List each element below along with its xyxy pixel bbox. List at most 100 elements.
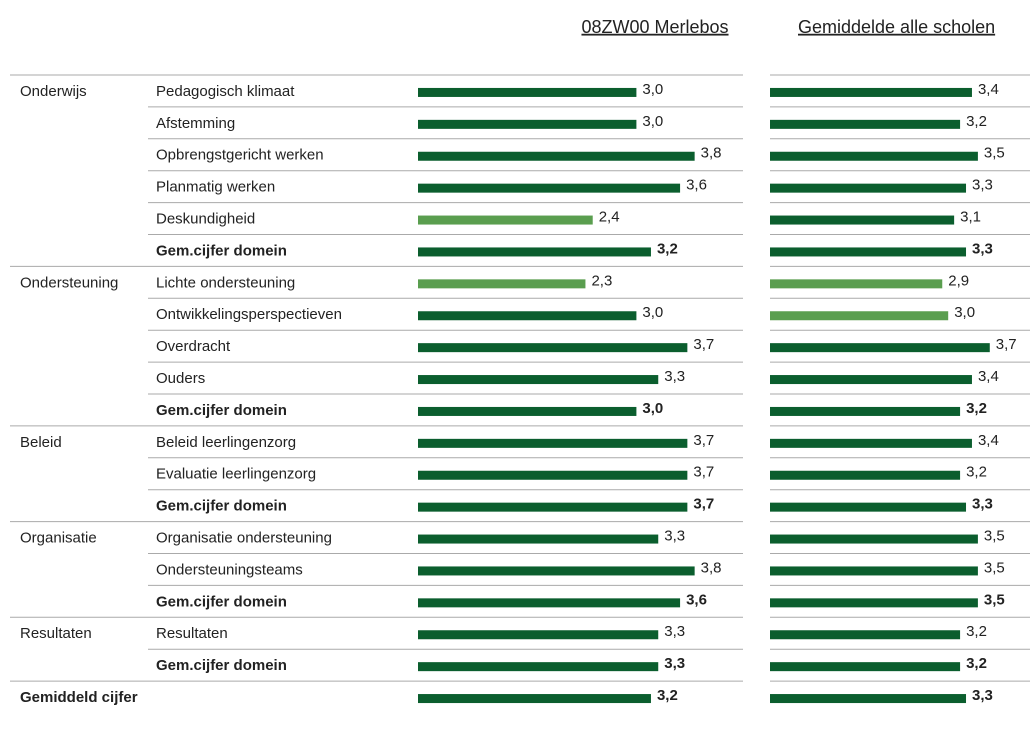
value-label: 3,5 bbox=[984, 145, 1005, 162]
value-label: 3,5 bbox=[984, 528, 1005, 545]
bar bbox=[418, 247, 651, 257]
bar bbox=[770, 151, 978, 161]
value-label: 3,3 bbox=[664, 528, 685, 545]
value-label: 3,2 bbox=[966, 113, 987, 130]
value-label: 3,2 bbox=[966, 623, 987, 640]
bar bbox=[770, 694, 967, 704]
category-label: Resultaten bbox=[156, 625, 228, 642]
bar bbox=[770, 598, 978, 608]
value-label: 3,2 bbox=[966, 400, 987, 417]
domain-label: Ondersteuning bbox=[20, 274, 118, 291]
category-label: Gem.cijfer domein bbox=[156, 593, 287, 610]
bar bbox=[418, 598, 681, 608]
bar bbox=[770, 375, 972, 385]
value-label: 3,2 bbox=[657, 687, 678, 704]
category-label: Deskundigheid bbox=[156, 211, 255, 228]
category-label: Afstemming bbox=[156, 115, 235, 132]
category-label: Gem.cijfer domein bbox=[156, 242, 287, 259]
value-label: 2,4 bbox=[599, 209, 620, 226]
bar bbox=[770, 279, 943, 289]
bar bbox=[770, 343, 990, 353]
value-label: 3,4 bbox=[978, 368, 999, 385]
bar bbox=[770, 247, 967, 257]
value-label: 3,7 bbox=[693, 432, 714, 449]
domain-label: Onderwijs bbox=[20, 83, 87, 100]
bar bbox=[770, 183, 967, 193]
bar bbox=[418, 630, 659, 640]
value-label: 3,6 bbox=[686, 177, 707, 194]
bar bbox=[418, 311, 637, 321]
bar bbox=[418, 215, 593, 225]
bar bbox=[770, 470, 961, 480]
bar bbox=[418, 662, 659, 672]
category-label: Planmatig werken bbox=[156, 179, 275, 196]
category-label: Opbrengstgericht werken bbox=[156, 147, 324, 164]
value-label: 3,4 bbox=[978, 81, 999, 98]
value-label: 3,0 bbox=[642, 400, 663, 417]
category-label: Gem.cijfer domein bbox=[156, 498, 287, 515]
category-label: Lichte ondersteuning bbox=[156, 274, 295, 291]
value-label: 3,2 bbox=[966, 464, 987, 481]
category-label: Gem.cijfer domein bbox=[156, 402, 287, 419]
bar bbox=[418, 119, 637, 129]
bar bbox=[770, 630, 961, 640]
bar bbox=[418, 151, 695, 161]
category-label: Organisatie ondersteuning bbox=[156, 530, 332, 547]
bar bbox=[770, 502, 967, 512]
bar bbox=[770, 662, 961, 672]
bar bbox=[770, 311, 949, 321]
bar bbox=[418, 534, 659, 544]
value-label: 3,0 bbox=[642, 81, 663, 98]
category-label: Beleid leerlingenzorg bbox=[156, 434, 296, 451]
domain-label: Beleid bbox=[20, 434, 62, 451]
bar bbox=[770, 406, 961, 416]
category-label: Evaluatie leerlingenzorg bbox=[156, 466, 316, 483]
domain-label: Organisatie bbox=[20, 530, 97, 547]
value-label: 3,2 bbox=[657, 240, 678, 257]
bar bbox=[418, 406, 637, 416]
value-label: 3,3 bbox=[972, 240, 993, 257]
bar bbox=[770, 215, 955, 225]
value-label: 3,0 bbox=[954, 304, 975, 321]
bar bbox=[418, 183, 681, 193]
bar bbox=[770, 87, 972, 97]
category-label: Ondersteuningsteams bbox=[156, 561, 303, 578]
value-label: 3,3 bbox=[664, 368, 685, 385]
series-header: 08ZW00 Merlebos bbox=[581, 17, 728, 37]
bar bbox=[770, 438, 972, 448]
category-label: Pedagogisch klimaat bbox=[156, 83, 295, 100]
value-label: 2,9 bbox=[948, 272, 969, 289]
category-label: Ontwikkelingsperspectieven bbox=[156, 306, 342, 323]
bar bbox=[770, 566, 978, 576]
bar bbox=[418, 87, 637, 97]
category-label: Overdracht bbox=[156, 338, 231, 355]
domain-label: Gemiddeld cijfer bbox=[20, 689, 138, 706]
value-label: 3,8 bbox=[701, 559, 722, 576]
bar bbox=[418, 470, 688, 480]
bar bbox=[770, 534, 978, 544]
value-label: 3,6 bbox=[686, 591, 707, 608]
value-label: 3,7 bbox=[693, 464, 714, 481]
value-label: 3,3 bbox=[664, 655, 685, 672]
domain-label: Resultaten bbox=[20, 625, 92, 642]
value-label: 3,8 bbox=[701, 145, 722, 162]
value-label: 3,2 bbox=[966, 655, 987, 672]
value-label: 3,3 bbox=[972, 177, 993, 194]
value-label: 3,3 bbox=[972, 687, 993, 704]
bar bbox=[770, 119, 961, 129]
value-label: 3,5 bbox=[984, 591, 1005, 608]
value-label: 3,3 bbox=[664, 623, 685, 640]
category-label: Ouders bbox=[156, 370, 205, 387]
category-label: Gem.cijfer domein bbox=[156, 657, 287, 674]
bar bbox=[418, 343, 688, 353]
value-label: 2,3 bbox=[591, 272, 612, 289]
bar bbox=[418, 375, 659, 385]
value-label: 3,7 bbox=[693, 496, 714, 513]
series-header: Gemiddelde alle scholen bbox=[798, 17, 995, 37]
bar bbox=[418, 279, 586, 289]
value-label: 3,5 bbox=[984, 559, 1005, 576]
value-label: 3,1 bbox=[960, 209, 981, 226]
bar bbox=[418, 694, 651, 704]
value-label: 3,3 bbox=[972, 496, 993, 513]
